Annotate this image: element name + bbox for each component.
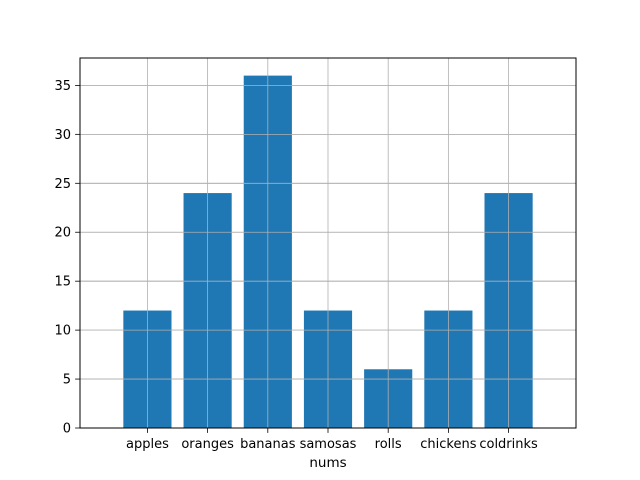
y-axis-ticks: 0 5 10 15 20 25 30 35: [54, 79, 80, 437]
y-tick-label: 20: [54, 226, 71, 241]
y-tick-label: 30: [54, 128, 71, 143]
grid-lines-over-bars: [80, 58, 576, 429]
x-axis-ticks: apples oranges bananas samosas rolls chickens…: [126, 428, 538, 452]
y-tick-label: 25: [54, 177, 71, 192]
x-tick-label-chickens: chickens: [420, 437, 476, 452]
y-tick-label: 35: [54, 79, 71, 94]
y-tick-label: 15: [54, 275, 71, 290]
x-axis-label: nums: [309, 455, 346, 471]
x-tick-label-rolls: rolls: [375, 437, 402, 452]
x-tick-label-oranges: oranges: [181, 437, 234, 452]
y-tick-label: 0: [63, 422, 71, 437]
x-tick-label-apples: apples: [126, 437, 169, 452]
x-tick-label-samosas: samosas: [300, 437, 357, 452]
y-tick-label: 10: [54, 324, 71, 339]
y-tick-label: 5: [63, 373, 71, 388]
x-tick-label-bananas: bananas: [240, 437, 296, 452]
x-tick-label-coldrinks: coldrinks: [479, 437, 538, 452]
